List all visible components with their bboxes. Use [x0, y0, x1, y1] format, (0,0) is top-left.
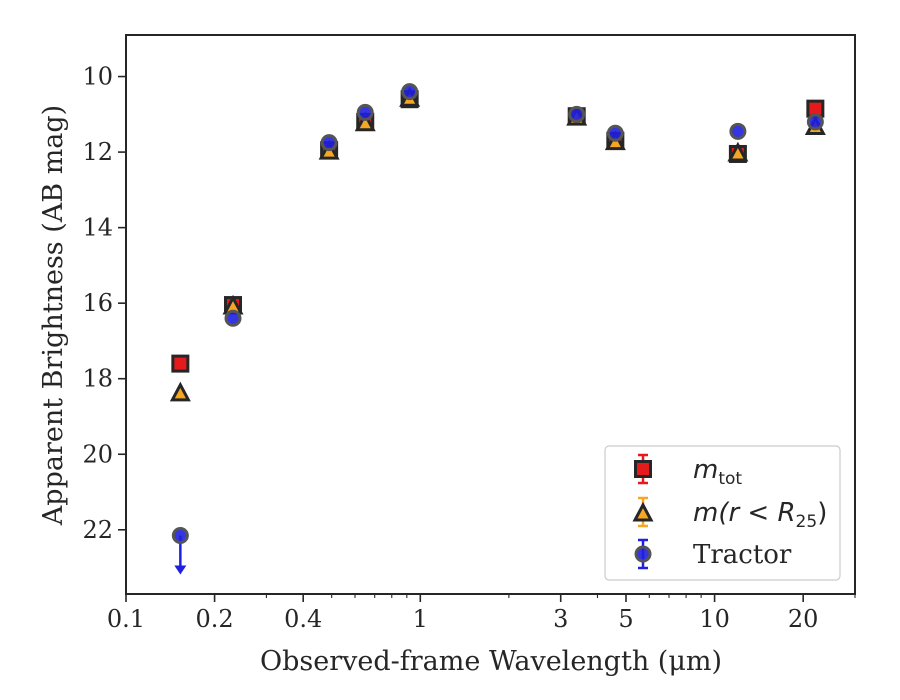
y-axis: 10 12 14 16 18 20 22: [82, 63, 126, 544]
legend: mtot m(r < R25) Tractor: [604, 445, 841, 581]
x-tick-label: 10: [699, 605, 730, 633]
legend-marker-tractor: [634, 545, 652, 563]
marker-mtot: [171, 354, 190, 373]
plot-area: [125, 34, 856, 595]
upper-limit-arrow-head: [174, 565, 187, 575]
y-tick-label: 14: [82, 214, 113, 242]
y-tick-label: 10: [82, 63, 113, 91]
legend-label-mr25: m(r < R25): [693, 498, 827, 532]
y-tick-label: 12: [82, 138, 113, 166]
marker-tractor: [806, 113, 824, 131]
x-tick-label: 0.4: [284, 605, 322, 633]
legend-label-mtot: mtot: [693, 455, 742, 489]
marker-mr25: [727, 141, 749, 162]
x-tick-label: 0.1: [107, 605, 145, 633]
marker-tractor: [171, 526, 189, 544]
y-axis-title: Apparent Brightness (AB mag): [38, 105, 69, 526]
y-tick-label: 16: [82, 289, 113, 317]
x-axis-title: Observed-frame Wavelength (μm): [260, 646, 722, 677]
x-tick-label: 3: [553, 605, 568, 633]
y-tick-label: 18: [82, 365, 113, 393]
x-tick-label: 5: [618, 605, 633, 633]
legend-marker-mr25: [632, 501, 654, 522]
x-axis: 0.1 0.2 0.4 1 3 5 10 20: [107, 594, 856, 633]
marker-tractor: [224, 309, 242, 327]
y-tick-label: 20: [82, 440, 113, 468]
plot-frame: [125, 34, 856, 595]
legend-label-tractor: Tractor: [693, 540, 792, 570]
marker-mr25: [169, 381, 191, 402]
y-tick-label: 22: [82, 516, 113, 544]
marker-tractor: [568, 105, 586, 123]
marker-tractor: [401, 83, 419, 101]
x-tick-label: 0.2: [196, 605, 234, 633]
x-tick-label: 1: [413, 605, 428, 633]
x-tick-label: 20: [788, 605, 819, 633]
marker-tractor: [729, 122, 747, 140]
marker-mr25: [354, 111, 376, 132]
marker-tractor: [356, 103, 374, 121]
data-markers: [169, 83, 826, 575]
legend-marker-mtot: [634, 460, 652, 478]
marker-tractor: [606, 124, 624, 142]
marker-tractor: [320, 134, 338, 152]
legend-box: [604, 445, 841, 581]
